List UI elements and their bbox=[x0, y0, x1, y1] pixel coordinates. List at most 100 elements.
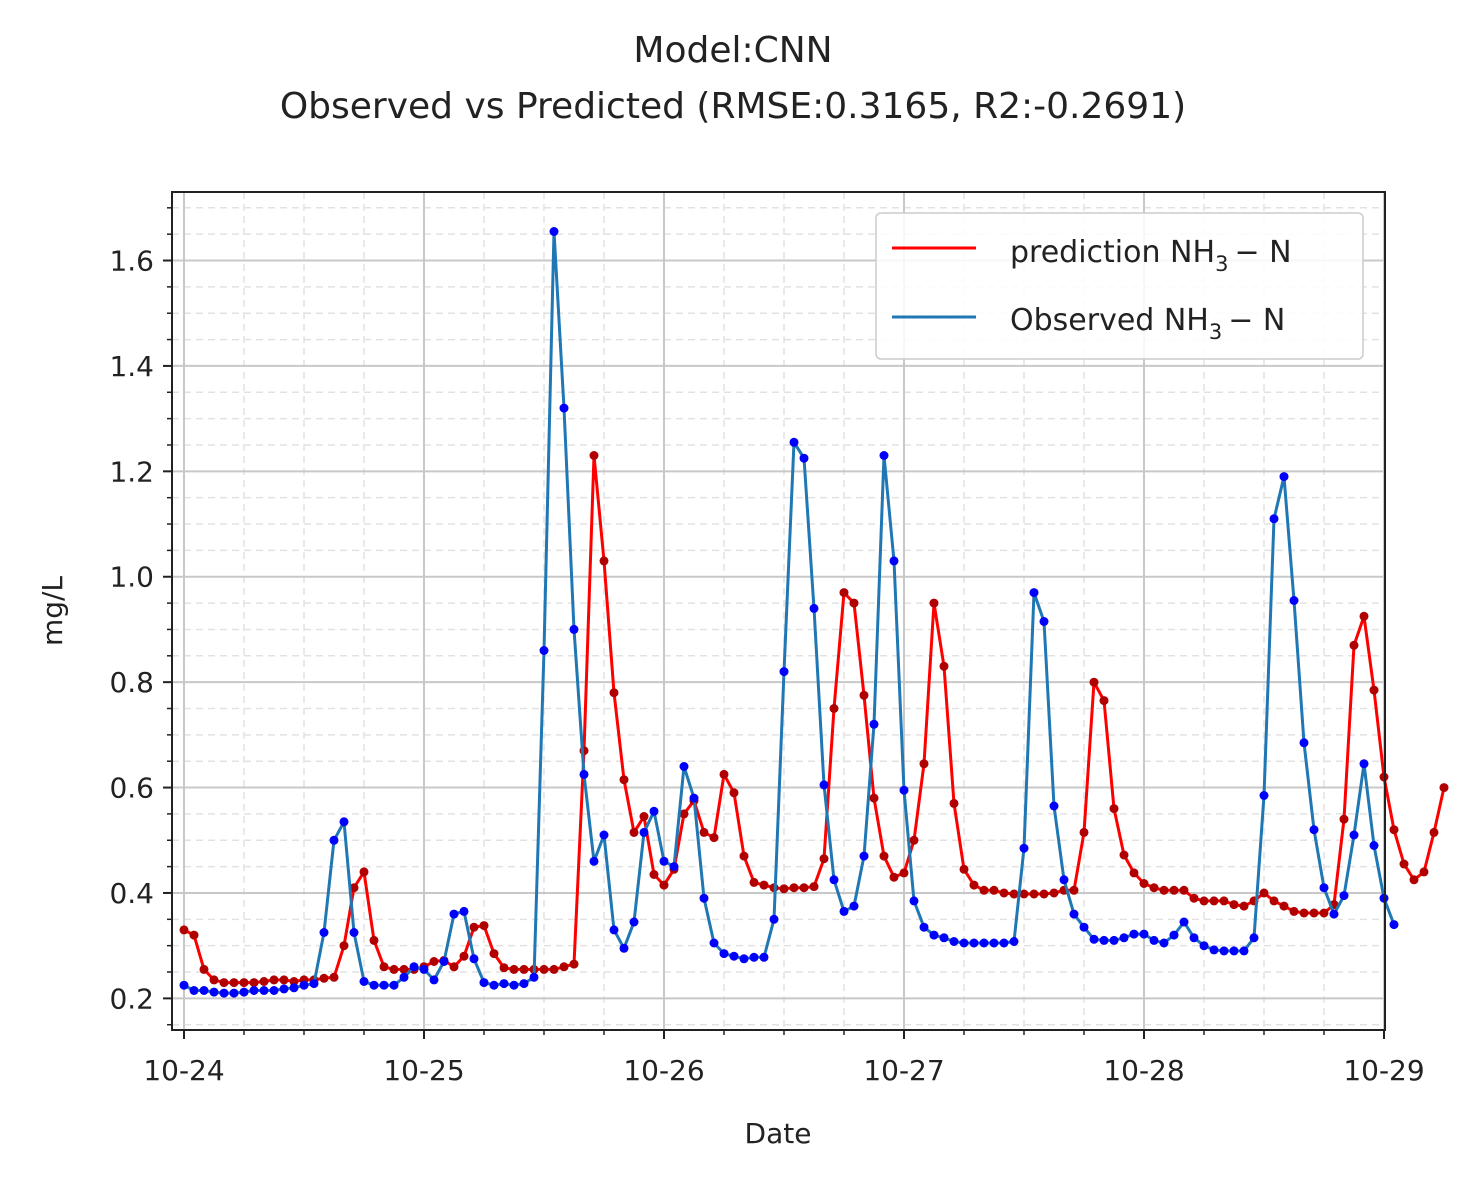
data-point-observed bbox=[519, 979, 529, 989]
data-point-prediction bbox=[679, 809, 689, 819]
data-point-observed bbox=[1269, 514, 1279, 524]
data-point-prediction bbox=[909, 835, 919, 845]
data-point-observed bbox=[1389, 920, 1399, 930]
data-point-prediction bbox=[1069, 885, 1079, 895]
data-point-observed bbox=[729, 951, 739, 961]
data-point-prediction bbox=[279, 975, 289, 985]
data-point-observed bbox=[889, 556, 899, 566]
data-point-prediction bbox=[549, 964, 559, 974]
legend-label-observed: Observed NH3− N bbox=[1010, 303, 1285, 344]
data-point-observed bbox=[459, 906, 469, 916]
x-tick-label: 10-24 bbox=[143, 1054, 224, 1087]
data-point-observed bbox=[1289, 596, 1299, 605]
legend-label-prediction: prediction NH3− N bbox=[1010, 235, 1292, 276]
data-point-prediction bbox=[849, 598, 859, 608]
data-point-prediction bbox=[339, 941, 349, 951]
data-point-prediction bbox=[1099, 696, 1109, 706]
data-point-prediction bbox=[829, 704, 839, 713]
data-point-observed bbox=[609, 925, 619, 935]
data-point-observed bbox=[329, 835, 339, 845]
data-point-observed bbox=[429, 975, 439, 985]
data-point-prediction bbox=[1019, 889, 1029, 899]
data-point-observed bbox=[1319, 883, 1329, 893]
data-point-prediction bbox=[399, 964, 409, 974]
data-point-prediction bbox=[979, 885, 989, 895]
data-point-observed bbox=[529, 972, 539, 982]
y-tick-label: 0.4 bbox=[109, 877, 154, 910]
data-point-observed bbox=[1089, 934, 1099, 944]
data-point-prediction bbox=[289, 977, 299, 986]
data-point-observed bbox=[909, 896, 919, 906]
data-point-observed bbox=[879, 451, 889, 460]
y-axis-label: mg/L bbox=[36, 576, 69, 646]
data-point-prediction bbox=[1269, 896, 1279, 906]
data-point-prediction bbox=[739, 851, 749, 861]
data-point-observed bbox=[1349, 830, 1359, 840]
data-point-observed bbox=[1239, 946, 1249, 956]
data-point-prediction bbox=[859, 690, 869, 700]
data-point-prediction bbox=[1319, 908, 1329, 918]
data-point-prediction bbox=[559, 962, 569, 972]
data-point-observed bbox=[769, 914, 779, 924]
y-tick-label: 1.2 bbox=[109, 455, 154, 488]
data-point-observed bbox=[469, 954, 479, 964]
data-point-observed bbox=[179, 980, 189, 990]
data-point-observed bbox=[559, 403, 569, 413]
data-point-prediction bbox=[659, 880, 669, 890]
data-point-observed bbox=[1279, 472, 1289, 482]
data-point-observed bbox=[749, 952, 759, 962]
data-point-prediction bbox=[1049, 888, 1059, 898]
data-point-observed bbox=[489, 980, 499, 990]
data-point-observed bbox=[669, 862, 679, 872]
data-point-observed bbox=[809, 603, 819, 613]
legend-label-prediction-sub: 3 bbox=[1215, 252, 1228, 276]
data-point-prediction bbox=[649, 870, 659, 879]
data-point-observed bbox=[379, 980, 389, 990]
data-point-prediction bbox=[349, 883, 359, 893]
data-point-prediction bbox=[479, 921, 489, 931]
data-point-observed bbox=[1219, 946, 1229, 956]
data-point-prediction bbox=[1189, 893, 1199, 903]
x-tick-label: 10-28 bbox=[1103, 1054, 1184, 1087]
data-point-observed bbox=[1189, 933, 1199, 943]
data-point-observed bbox=[859, 851, 869, 861]
data-point-observed bbox=[979, 938, 989, 948]
data-point-prediction bbox=[199, 964, 209, 974]
legend-label-observed-sub: 3 bbox=[1209, 320, 1222, 344]
data-point-observed bbox=[369, 980, 379, 990]
data-point-prediction bbox=[809, 882, 819, 892]
data-point-observed bbox=[229, 988, 239, 998]
data-point-prediction bbox=[509, 964, 519, 974]
data-point-observed bbox=[1109, 935, 1119, 945]
data-point-observed bbox=[1149, 935, 1159, 945]
data-point-prediction bbox=[919, 759, 929, 769]
data-point-prediction bbox=[709, 833, 719, 843]
y-tick-label: 0.2 bbox=[109, 982, 154, 1015]
data-point-observed bbox=[569, 624, 579, 634]
data-point-observed bbox=[1069, 909, 1079, 919]
data-point-prediction bbox=[1029, 889, 1039, 899]
data-point-prediction bbox=[1349, 640, 1359, 650]
data-point-observed bbox=[989, 938, 999, 948]
data-point-prediction bbox=[999, 888, 1009, 898]
data-point-prediction bbox=[1089, 677, 1099, 687]
data-point-observed bbox=[919, 922, 929, 932]
data-point-prediction bbox=[759, 880, 769, 890]
data-point-observed bbox=[1259, 791, 1269, 800]
data-point-prediction bbox=[729, 788, 739, 798]
data-point-prediction bbox=[369, 935, 379, 945]
data-point-observed bbox=[789, 437, 799, 447]
data-point-prediction bbox=[1359, 611, 1369, 621]
data-point-prediction bbox=[1139, 879, 1149, 888]
data-point-prediction bbox=[1279, 901, 1289, 911]
data-point-observed bbox=[539, 646, 549, 655]
data-point-prediction bbox=[1199, 896, 1209, 906]
data-point-prediction bbox=[219, 978, 229, 988]
x-tick-label: 10-26 bbox=[623, 1054, 704, 1087]
data-point-observed bbox=[1169, 930, 1179, 940]
data-point-observed bbox=[1299, 738, 1309, 748]
legend-label-observed-tail: − N bbox=[1228, 303, 1285, 338]
data-point-observed bbox=[309, 979, 319, 989]
data-point-observed bbox=[959, 938, 969, 948]
x-tick-label: 10-25 bbox=[383, 1054, 464, 1087]
